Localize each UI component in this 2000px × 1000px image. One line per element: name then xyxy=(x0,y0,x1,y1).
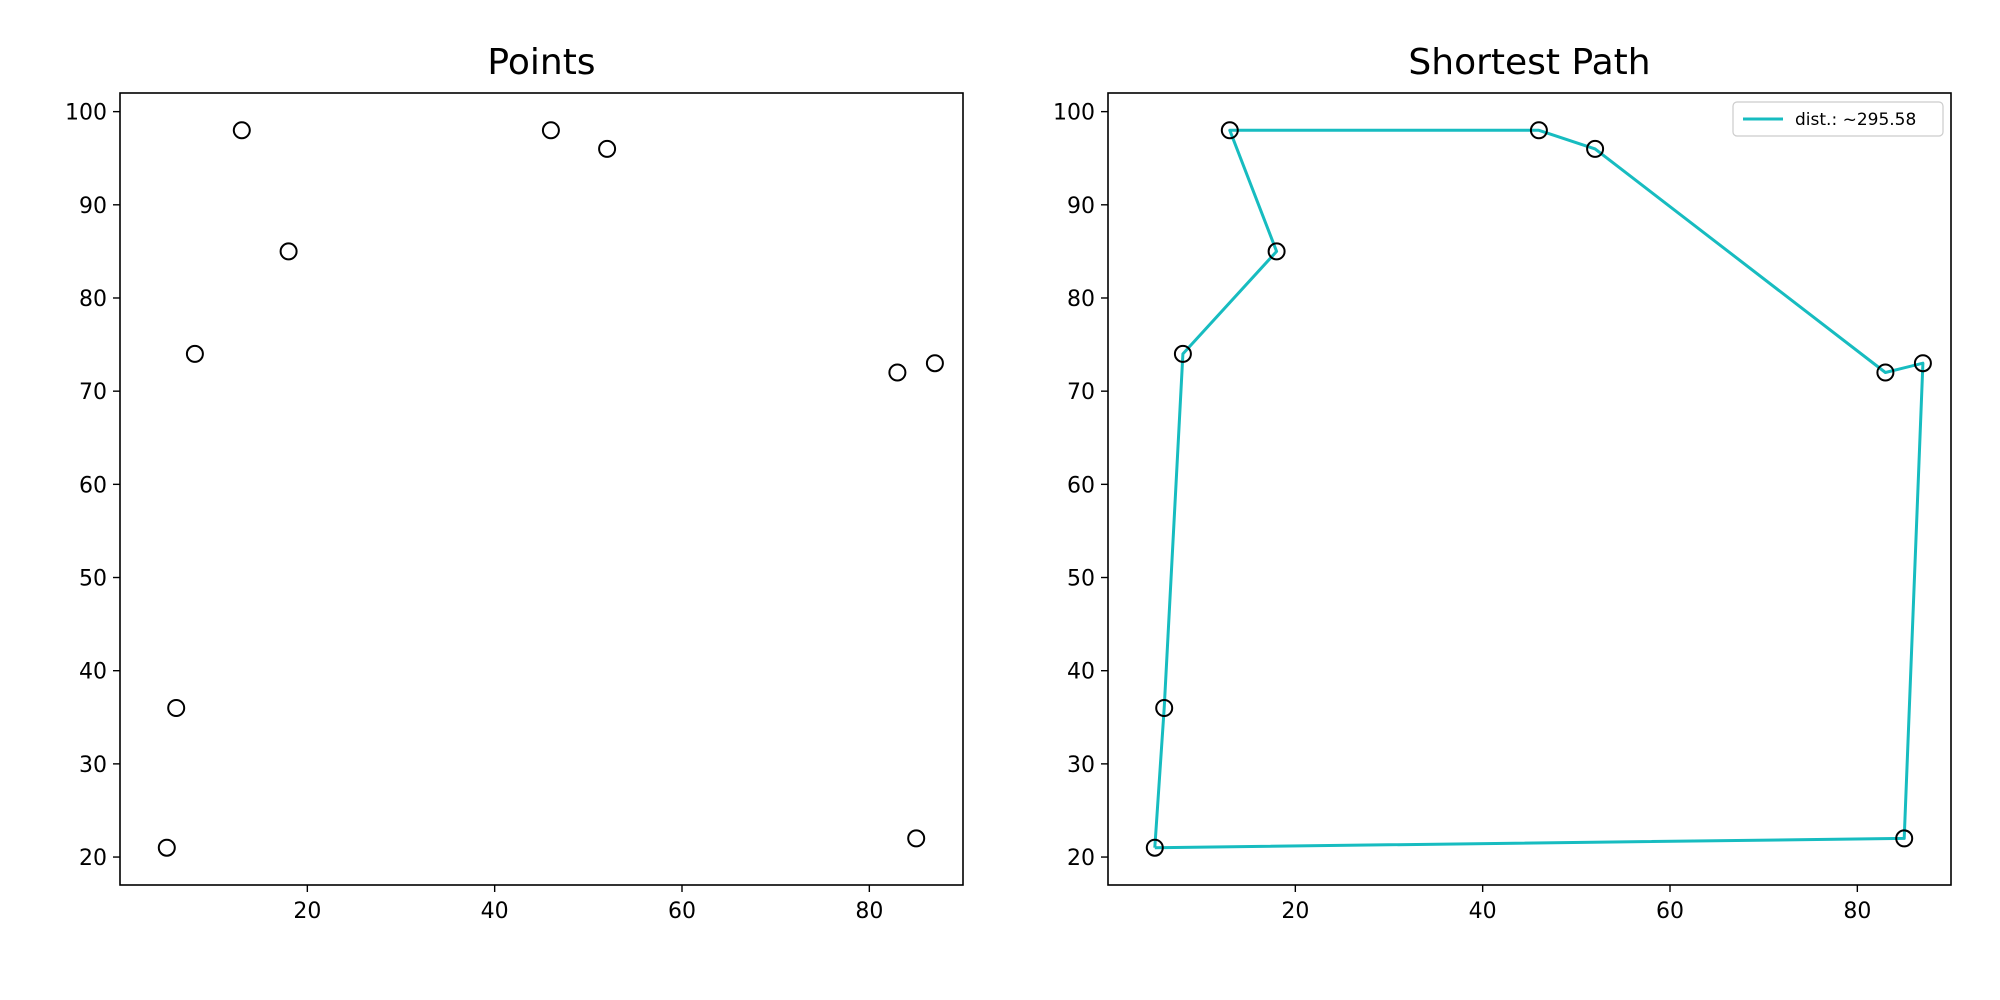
path-marker-0 xyxy=(1145,838,1164,857)
points-ytick-label-6: 80 xyxy=(79,287,107,312)
path-xtick-label-0: 20 xyxy=(1281,899,1309,924)
points-ytick-label-2: 40 xyxy=(79,660,107,685)
points-marker-0 xyxy=(157,838,176,857)
path-marker-6 xyxy=(1586,139,1605,158)
points-marker-3 xyxy=(232,121,251,140)
points-marker-8 xyxy=(925,354,944,373)
path-marker-1 xyxy=(1155,699,1174,717)
path-axes-frame xyxy=(1107,92,1952,886)
series-line-0 xyxy=(1153,128,1925,850)
path-marker-7 xyxy=(1876,363,1895,382)
points-ytick-label-7: 90 xyxy=(79,194,107,219)
points-xtick-label-1: 40 xyxy=(481,899,509,924)
points-ytick-label-3: 50 xyxy=(79,567,107,592)
path-ytick-label-1: 30 xyxy=(1067,753,1095,778)
path-ytick-label-6: 80 xyxy=(1067,287,1095,312)
path-ytick-label-2: 40 xyxy=(1067,660,1095,685)
path-marker-8 xyxy=(1913,354,1932,373)
points-xtick-label-2: 60 xyxy=(668,899,696,924)
points-marker-9 xyxy=(907,829,926,848)
path-ytick-label-3: 50 xyxy=(1067,567,1095,592)
points-ytick-label-4: 60 xyxy=(79,473,107,498)
points-marker-1 xyxy=(167,699,186,717)
path-marker-2 xyxy=(1173,344,1192,363)
path-marker-3 xyxy=(1220,121,1239,140)
path-ytick-label-4: 60 xyxy=(1067,473,1095,498)
path-marker-9 xyxy=(1895,829,1914,848)
points-marker-2 xyxy=(185,344,204,363)
points-marker-7 xyxy=(888,363,907,382)
points-title: Points xyxy=(487,42,595,83)
shortest-path-title: Shortest Path xyxy=(1408,42,1650,83)
points-ytick-label-8: 100 xyxy=(65,101,107,126)
points-panel: Points 20 40 60 80 20 30 40 50 60 70 80 90 100 xyxy=(65,42,964,924)
path-ytick-label-0: 20 xyxy=(1067,846,1095,871)
path-ytick-label-8: 100 xyxy=(1053,101,1095,126)
shortest-path-panel: Shortest Path 20 40 60 80 20 30 40 50 60 70 80 90 10… xyxy=(1053,42,1952,924)
path-marker-4 xyxy=(1267,242,1286,261)
points-marker-5 xyxy=(541,121,560,140)
path-ytick-label-7: 90 xyxy=(1067,194,1095,219)
points-marker-4 xyxy=(279,242,298,261)
path-xtick-label-2: 60 xyxy=(1656,899,1684,924)
points-axes-frame xyxy=(119,92,964,886)
points-ytick-label-0: 20 xyxy=(79,846,107,871)
legend-box xyxy=(1732,101,1944,137)
legend: dist.: ~295.58 xyxy=(1732,101,1944,137)
path-xtick-label-3: 80 xyxy=(1843,899,1871,924)
path-ytick-label-5: 70 xyxy=(1067,380,1095,405)
points-xtick-label-3: 80 xyxy=(855,899,883,924)
points-marker-6 xyxy=(598,139,617,158)
points-ytick-label-5: 70 xyxy=(79,380,107,405)
points-ytick-label-1: 30 xyxy=(79,753,107,778)
path-marker-5 xyxy=(1529,121,1548,140)
points-xtick-label-0: 20 xyxy=(293,899,321,924)
legend-label-0: dist.: ~295.58 xyxy=(1795,110,1916,130)
path-xtick-label-1: 40 xyxy=(1469,899,1497,924)
